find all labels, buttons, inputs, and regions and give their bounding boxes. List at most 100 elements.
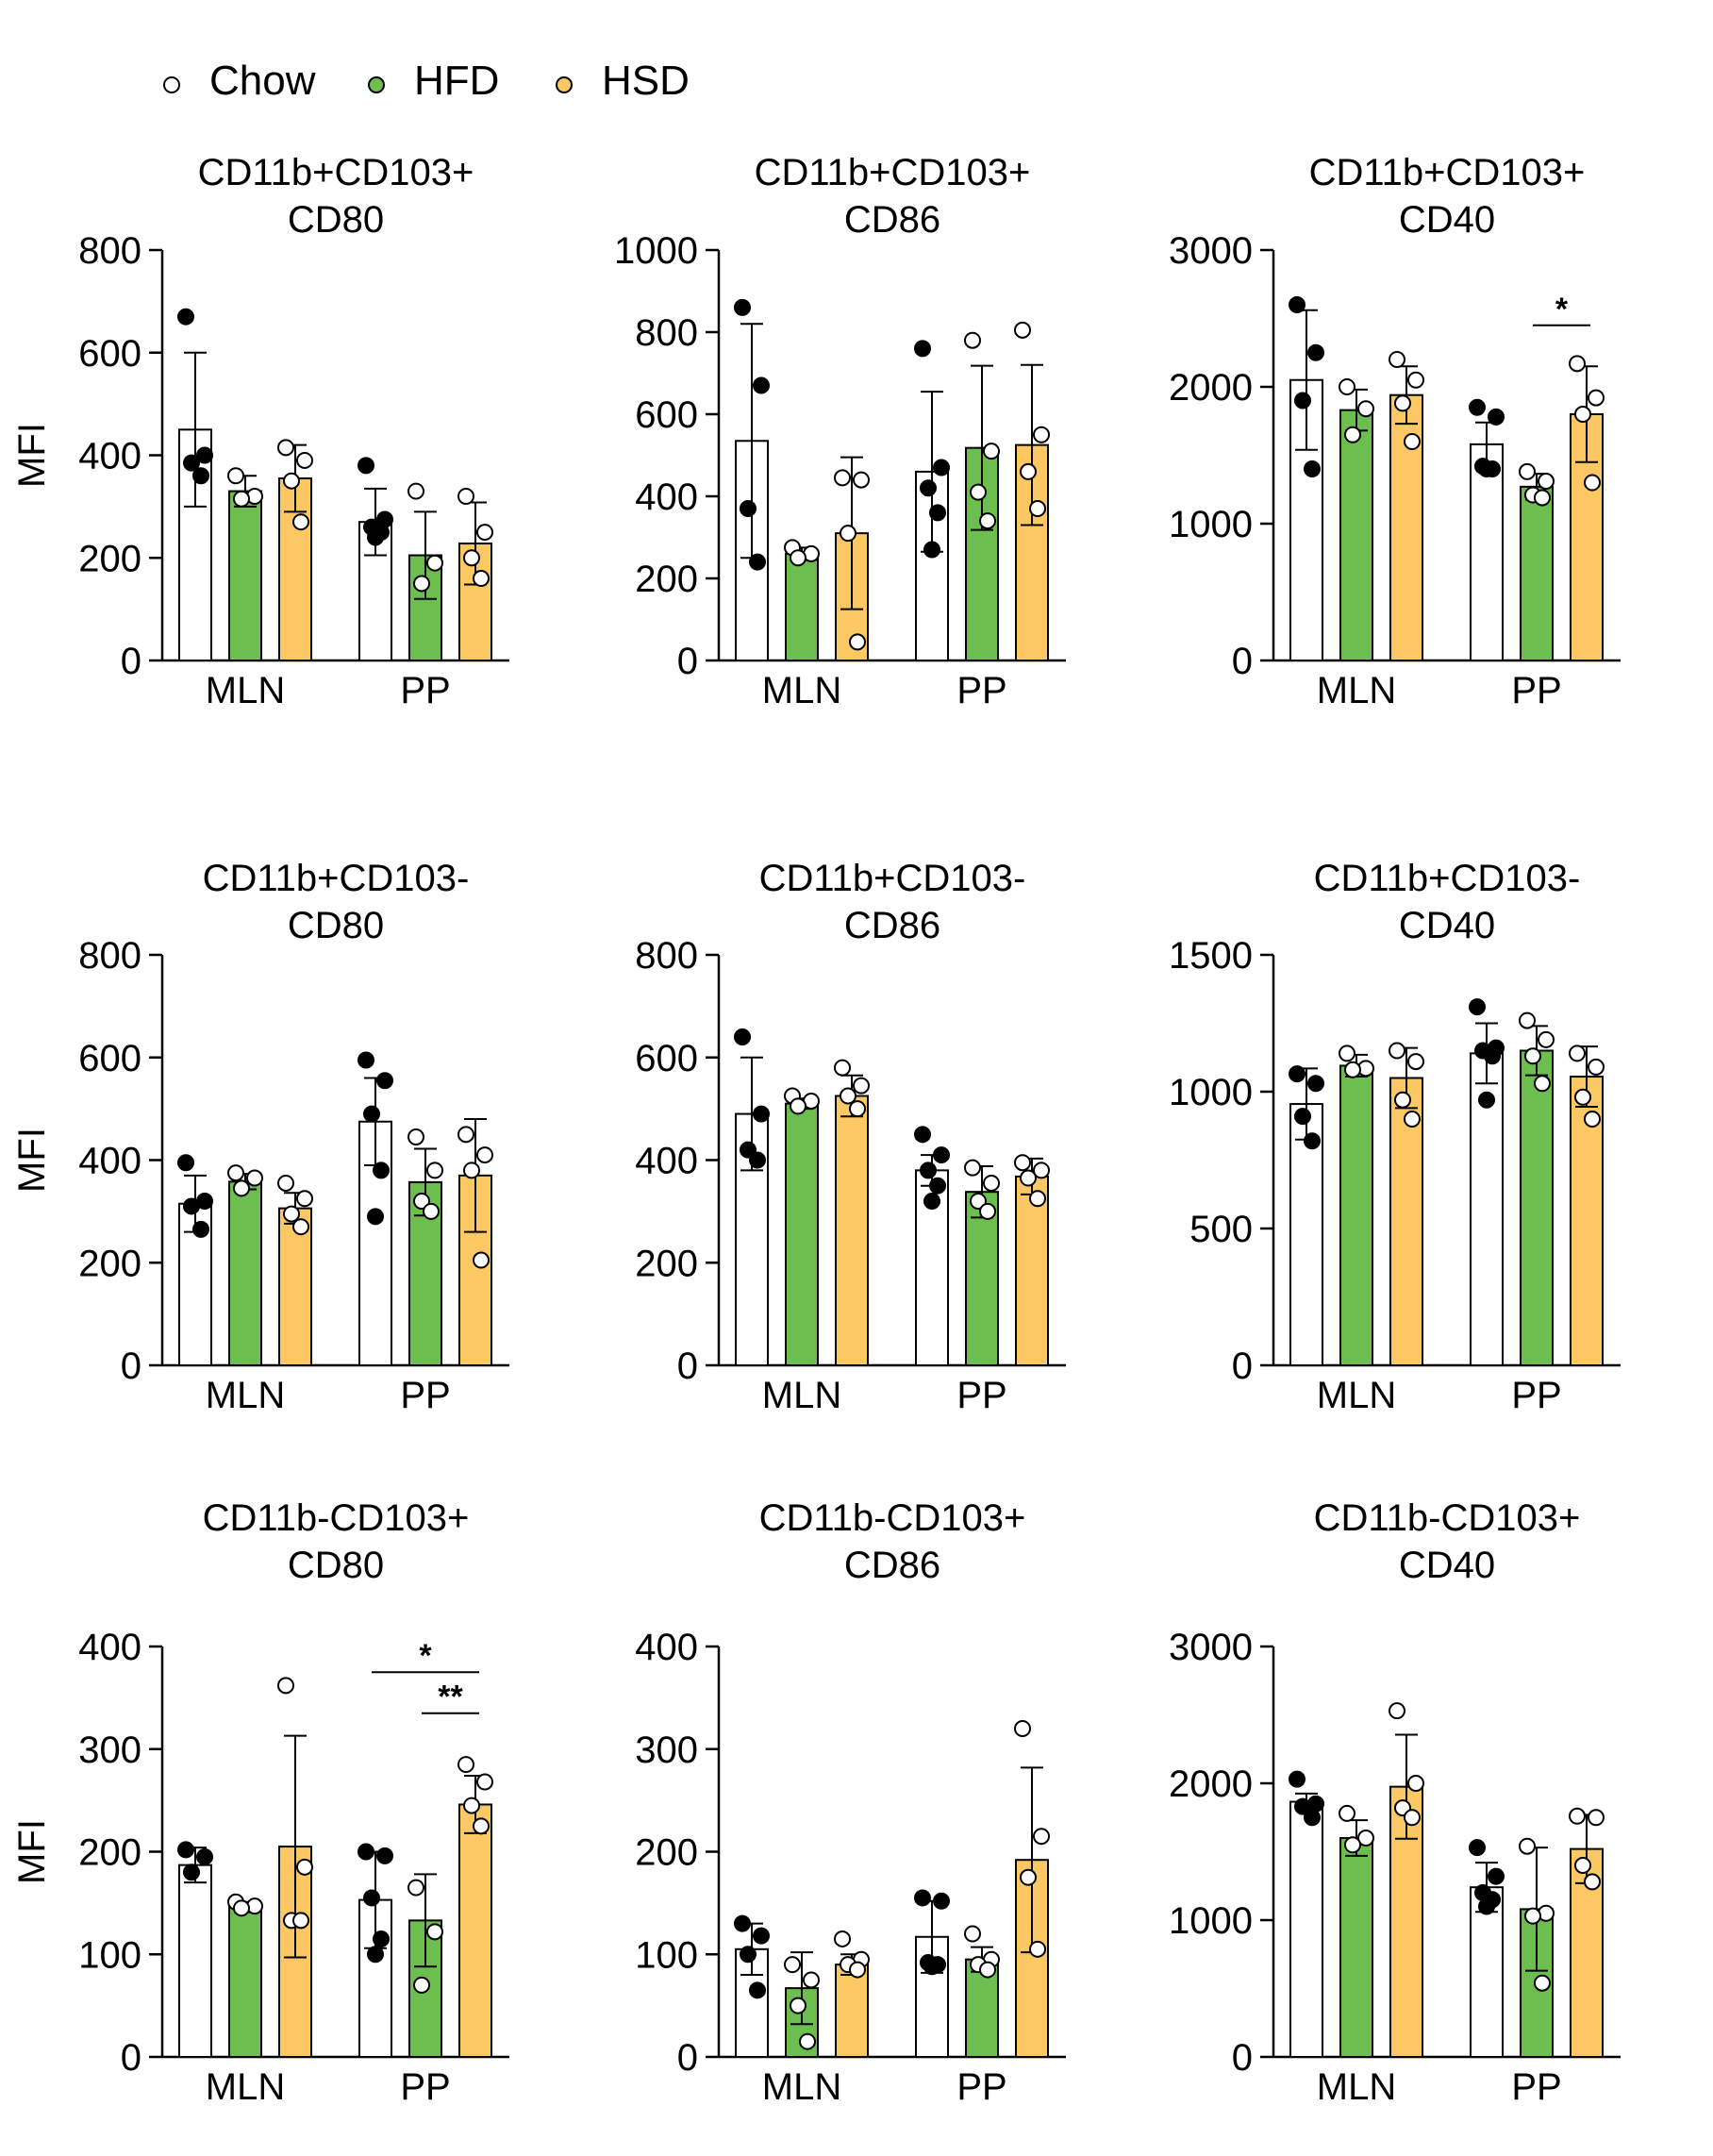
chart-title-line1: CD11b+CD103+	[1309, 152, 1586, 193]
data-point	[753, 376, 770, 394]
data-point	[1033, 1828, 1050, 1846]
data-point	[1339, 1804, 1355, 1822]
data-point	[1294, 392, 1311, 409]
y-tick-label: 400	[78, 1627, 141, 1668]
data-point	[463, 549, 480, 567]
data-point	[1469, 1839, 1486, 1857]
data-point	[1524, 1047, 1541, 1065]
data-point	[1339, 1045, 1355, 1062]
x-tick-label-pp: PP	[956, 670, 1006, 711]
y-tick-label: 0	[1232, 641, 1253, 682]
y-tick-label: 1000	[1169, 1072, 1253, 1113]
data-point	[749, 1981, 766, 1999]
x-tick-label-pp: PP	[956, 2066, 1006, 2108]
data-point	[753, 1105, 770, 1123]
data-point	[1394, 1091, 1411, 1109]
data-point	[192, 467, 209, 485]
y-tick-label: 200	[635, 559, 698, 600]
y-tick-label: 400	[78, 1141, 141, 1182]
legend-marker-hsd	[556, 76, 573, 93]
chart-title-line1: CD11b+CD103-	[1314, 858, 1581, 899]
y-tick-label: 2000	[1169, 1763, 1253, 1805]
chart-title-line1: CD11b-CD103+	[1314, 1497, 1581, 1539]
chart-panel-6: CD11b+CD103- CD40 0 500 1000 1500 MLN PP	[1169, 858, 1621, 1416]
bar-hsd-mln	[835, 1095, 869, 1366]
data-point	[296, 1190, 313, 1208]
y-tick-label: 200	[635, 1243, 698, 1284]
data-point	[753, 1927, 770, 1945]
bar-hsd-mln	[1389, 1077, 1423, 1366]
data-point	[840, 1087, 856, 1105]
chart-title-line2: CD80	[288, 199, 384, 241]
data-point	[292, 1218, 309, 1236]
data-point	[964, 1925, 981, 1943]
data-point	[1289, 296, 1306, 313]
y-tick-label: 400	[635, 1141, 698, 1182]
data-point	[473, 1251, 490, 1269]
bar-hfd-mln	[785, 552, 819, 662]
chart-title-line2: CD40	[1399, 199, 1495, 241]
data-point	[1584, 1111, 1601, 1128]
y-tick-label: 200	[635, 1832, 698, 1874]
data-point	[1404, 433, 1421, 450]
data-point	[1519, 1837, 1536, 1855]
data-point	[246, 1169, 263, 1187]
data-point	[476, 1146, 493, 1164]
data-point	[734, 1028, 751, 1045]
data-point	[367, 1208, 384, 1226]
y-tick-label: 0	[677, 1345, 698, 1387]
data-point	[407, 1128, 424, 1146]
chart-panel-2: CD11b+CD103+ CD86 0 200 400 600 800 1000 MLN PP	[614, 152, 1066, 711]
data-point	[358, 1843, 374, 1861]
data-point	[923, 1958, 940, 1976]
data-point	[227, 1164, 244, 1182]
data-point	[1407, 1775, 1424, 1792]
data-point	[1574, 1088, 1591, 1106]
x-tick-label-mln: MLN	[762, 1375, 841, 1416]
chart-title-line1: CD11b+CD103-	[203, 858, 470, 899]
data-point	[914, 340, 931, 358]
data-point	[413, 1976, 430, 1994]
chart-title-line2: CD80	[288, 1545, 384, 1586]
data-point	[196, 446, 213, 464]
data-point	[1020, 462, 1037, 480]
y-tick-label: 3000	[1169, 1627, 1253, 1668]
data-point	[1344, 426, 1361, 443]
data-point	[923, 1193, 940, 1210]
chart-title-line2: CD86	[844, 199, 940, 241]
data-point	[233, 1179, 250, 1197]
data-point	[1588, 389, 1605, 407]
legend-marker-hfd	[368, 76, 385, 93]
x-tick-label-mln: MLN	[206, 670, 285, 711]
data-point	[929, 1177, 946, 1195]
data-point	[296, 451, 313, 469]
bar-chow-pp	[358, 521, 392, 661]
y-tick-label: 2000	[1169, 367, 1253, 409]
x-tick-label-mln: MLN	[206, 1375, 285, 1416]
data-point	[803, 1971, 820, 1989]
x-tick-label-pp: PP	[400, 2066, 450, 2108]
data-point	[1304, 1809, 1321, 1827]
data-point	[1574, 406, 1591, 423]
data-point	[1357, 400, 1374, 418]
data-point	[407, 1879, 424, 1897]
data-point	[1574, 1857, 1591, 1874]
data-point	[914, 1889, 931, 1907]
data-point	[749, 553, 766, 571]
data-point	[1289, 1065, 1306, 1083]
y-tick-label: 400	[78, 436, 141, 477]
data-point	[1478, 460, 1495, 477]
data-point	[1289, 1770, 1306, 1788]
data-point	[1033, 1162, 1050, 1179]
data-point	[1478, 1091, 1495, 1109]
data-point	[177, 1841, 194, 1859]
data-point	[363, 1889, 380, 1907]
bar-hfd-pp	[1520, 485, 1554, 661]
data-point	[1029, 1940, 1046, 1958]
data-point	[1357, 1830, 1374, 1847]
y-tick-label: 600	[78, 1038, 141, 1079]
x-tick-label-mln: MLN	[1317, 2066, 1396, 2108]
y-tick-label: 0	[1232, 1345, 1253, 1387]
data-point	[849, 1100, 866, 1118]
data-point	[740, 1141, 757, 1159]
